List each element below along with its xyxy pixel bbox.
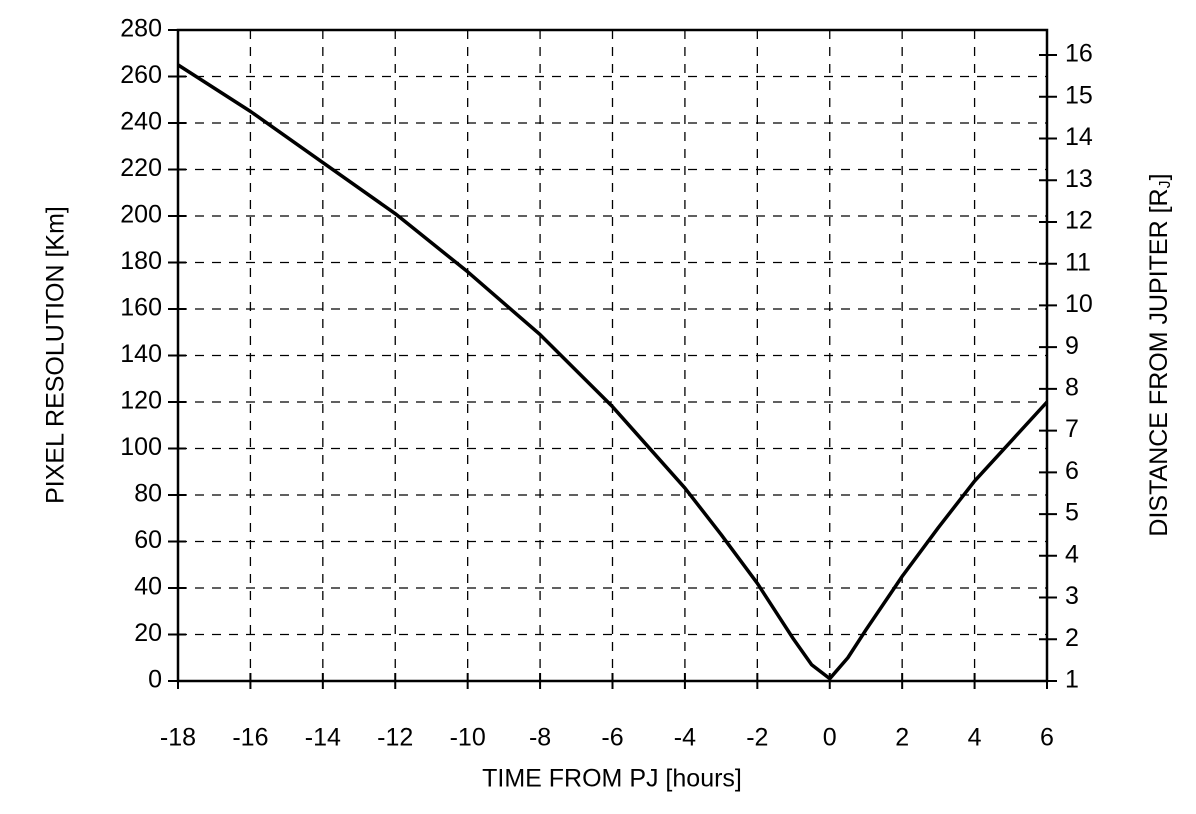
- y2-tick-label: 3: [1065, 582, 1079, 610]
- x-tick-label: 2: [895, 724, 909, 752]
- y-tick-label: 140: [120, 340, 162, 368]
- y2-tick-label: 2: [1065, 624, 1079, 652]
- y2-tick-label: 6: [1065, 457, 1079, 485]
- y-tick-label: 240: [120, 108, 162, 136]
- y2-tick-label: 14: [1065, 123, 1093, 151]
- y-axis-label: PIXEL RESOLUTION [Km]: [42, 206, 70, 504]
- x-tick-label: -12: [377, 724, 413, 752]
- y-tick-label: 200: [120, 201, 162, 229]
- y2-tick-label: 4: [1065, 540, 1079, 568]
- y-tick-label: 100: [120, 433, 162, 461]
- line: [177, 63, 1049, 681]
- y2-tick-label: 15: [1065, 81, 1093, 109]
- x-axis-label: TIME FROM PJ [hours]: [482, 765, 742, 793]
- y-tick-label: 280: [120, 15, 162, 43]
- y2-tick-label: 11: [1065, 248, 1091, 276]
- plot-frame: [176, 28, 1049, 683]
- y2-tick-label: 13: [1065, 165, 1093, 193]
- y2-label-text: DISTANCE FROM JUPITER [R: [1145, 188, 1173, 536]
- x-tick-label: -4: [674, 724, 696, 752]
- y-tick-label: 60: [134, 526, 162, 554]
- x-tick-label: -10: [450, 724, 486, 752]
- y2-tick-label: 5: [1065, 499, 1079, 527]
- y-tick-label: 80: [134, 480, 162, 508]
- x-tick-label: -14: [305, 724, 341, 752]
- y2-tick-label: 16: [1065, 40, 1093, 68]
- y-tick-label: 180: [120, 247, 162, 275]
- y-tick-label: 40: [134, 573, 162, 601]
- y2-axis-label: DISTANCE FROM JUPITER [RJ]: [1145, 173, 1175, 536]
- y-tick-label: 220: [120, 154, 162, 182]
- y2-tick-label: 8: [1065, 373, 1079, 401]
- x-tick-label: -2: [746, 724, 768, 752]
- y2-tick-label: 10: [1065, 290, 1093, 318]
- x-tick-label: -18: [160, 724, 196, 752]
- x-tick-label: 6: [1040, 724, 1054, 752]
- x-tick-label: -8: [529, 724, 551, 752]
- y-tick-label: 120: [120, 387, 162, 415]
- x-tick-label: -16: [232, 724, 268, 752]
- y2-tick-label: 9: [1065, 332, 1079, 360]
- y-tick-label: 0: [148, 666, 162, 694]
- y2-label-end: ]: [1145, 173, 1173, 180]
- y2-tick-label: 12: [1065, 207, 1093, 235]
- y2-tick-label: 7: [1065, 415, 1079, 443]
- y2-label-subscript: J: [1157, 180, 1174, 188]
- y-tick-label: 160: [120, 294, 162, 322]
- x-tick-label: 0: [823, 724, 837, 752]
- x-tick-label: 4: [968, 724, 982, 752]
- y2-tick-label: 1: [1065, 666, 1079, 694]
- x-tick-label: -6: [601, 724, 623, 752]
- y-tick-label: 20: [134, 619, 162, 647]
- y-tick-label: 260: [120, 61, 162, 89]
